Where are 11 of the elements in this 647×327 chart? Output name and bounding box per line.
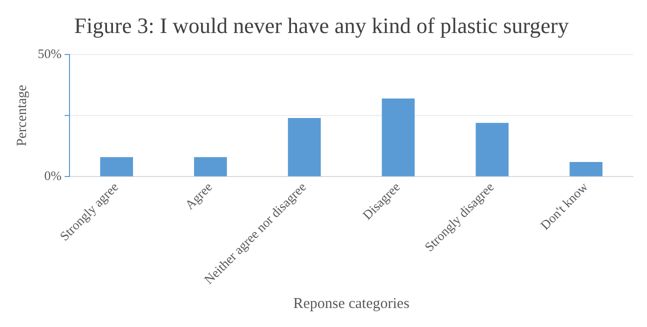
bar bbox=[288, 118, 321, 176]
bar bbox=[476, 122, 509, 176]
bar bbox=[570, 162, 602, 176]
y-tick-label: 0% bbox=[44, 168, 62, 184]
y-axis-title: Percentage bbox=[15, 84, 30, 146]
chart-title: Figure 3: I would never have any kind of plastic surgery bbox=[74, 12, 569, 38]
y-tick-label: 50% bbox=[38, 46, 62, 61]
bar bbox=[382, 98, 415, 176]
bar bbox=[194, 157, 227, 176]
x-axis-title: Reponse categories bbox=[293, 296, 410, 312]
bar bbox=[100, 157, 134, 176]
